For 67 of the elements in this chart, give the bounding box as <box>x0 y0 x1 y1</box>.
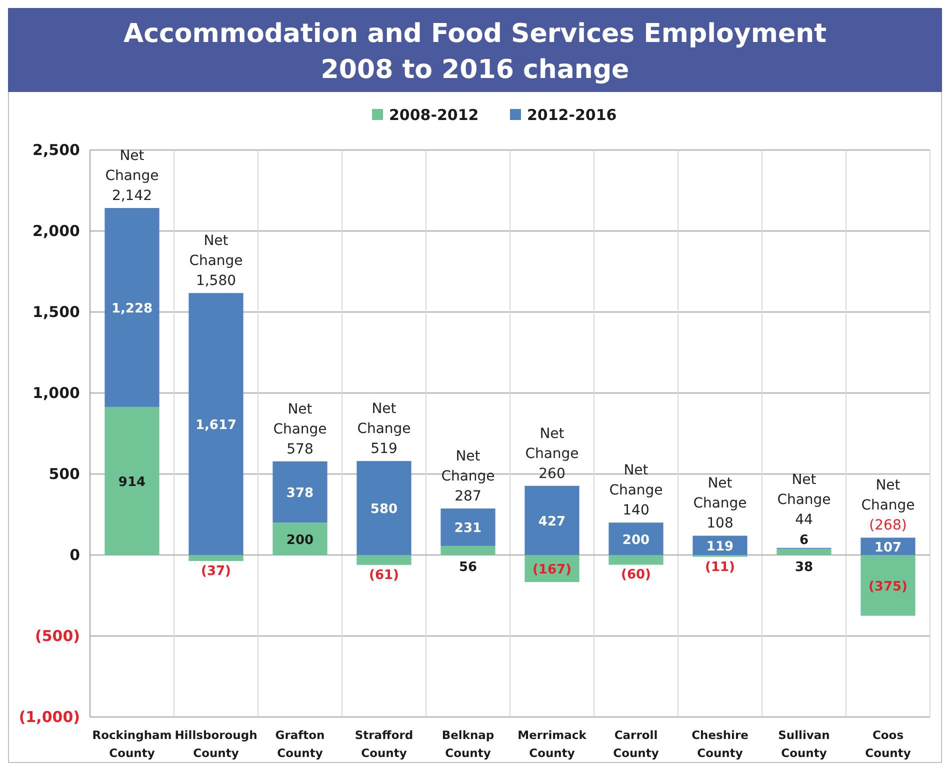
data-label: 200 <box>622 532 650 548</box>
data-label: (375) <box>868 579 908 594</box>
bar <box>608 522 664 555</box>
x-tick-label: Coos County <box>865 728 912 760</box>
y-tick-label: (500) <box>34 627 80 645</box>
data-label: 427 <box>538 514 566 530</box>
data-label: 38 <box>794 560 814 575</box>
data-label: 107 <box>874 540 902 556</box>
x-tick-label: Merrimack County <box>518 728 587 760</box>
total-label: Net Change 260 <box>525 426 579 482</box>
x-tick-label: Strafford County <box>354 728 414 760</box>
y-tick-label: 1,500 <box>32 303 80 321</box>
y-tick-label: 2,000 <box>32 222 80 240</box>
bar <box>104 208 160 407</box>
bar <box>272 522 328 555</box>
y-tick-label: (1,000) <box>18 708 80 726</box>
x-tick-label: Carroll County <box>613 728 660 760</box>
total-label: Net Change 519 <box>357 401 411 458</box>
x-tick-label: Belknap County <box>442 728 494 760</box>
data-label: (61) <box>369 568 399 583</box>
total-label: Net Change 108 <box>693 476 747 532</box>
bar <box>188 293 244 555</box>
total-label: Net Change 2,142 <box>105 148 159 204</box>
bar <box>860 555 916 616</box>
data-label: 1,617 <box>195 418 237 434</box>
y-tick-label: 0 <box>70 546 80 564</box>
data-label: 580 <box>370 502 398 518</box>
bar <box>356 555 412 565</box>
bar <box>440 546 496 555</box>
y-tick-label: 1,000 <box>32 384 80 402</box>
total-label: Net Change 1,580 <box>189 233 243 290</box>
legend-label: 2008-2012 <box>389 106 479 124</box>
x-tick-label: Rockingham County <box>92 728 172 760</box>
data-label: (60) <box>621 568 651 583</box>
data-label: (37) <box>201 564 231 579</box>
x-tick-label: Grafton County <box>275 728 325 760</box>
bar <box>440 508 496 546</box>
data-label: 231 <box>454 521 482 536</box>
legend-label: 2012-2016 <box>527 106 617 124</box>
bar <box>776 548 832 555</box>
data-label: (11) <box>705 560 735 575</box>
data-label: 6 <box>799 532 809 548</box>
data-label: 119 <box>706 539 734 554</box>
total-label: Net Change 287 <box>441 448 495 505</box>
bar <box>188 555 244 561</box>
data-label: (167) <box>532 562 572 578</box>
y-tick-label: 500 <box>48 465 80 483</box>
bar <box>524 486 580 555</box>
total-label: Net Change 140 <box>609 462 663 519</box>
chart-title: Accommodation and Food Services Employment <box>123 19 827 49</box>
data-label: 1,228 <box>111 301 153 316</box>
bar <box>356 461 412 555</box>
total-label: Net Change 578 <box>273 401 327 458</box>
bar <box>608 555 664 565</box>
bar <box>272 461 328 523</box>
x-tick-label: Hillsborough County <box>174 728 258 760</box>
total-label: Net Change (268) <box>861 478 915 534</box>
data-label: 914 <box>118 474 146 490</box>
bar <box>104 406 160 555</box>
data-label: 56 <box>458 560 478 575</box>
data-label: 378 <box>286 486 314 501</box>
x-tick-label: Sullivan County <box>778 728 830 760</box>
chart-subtitle: 2008 to 2016 change <box>320 55 630 85</box>
y-tick-label: 2,500 <box>32 141 80 159</box>
total-label: Net Change 44 <box>777 472 831 528</box>
x-tick-label: Cheshire County <box>692 728 749 760</box>
data-label: 200 <box>286 532 314 548</box>
